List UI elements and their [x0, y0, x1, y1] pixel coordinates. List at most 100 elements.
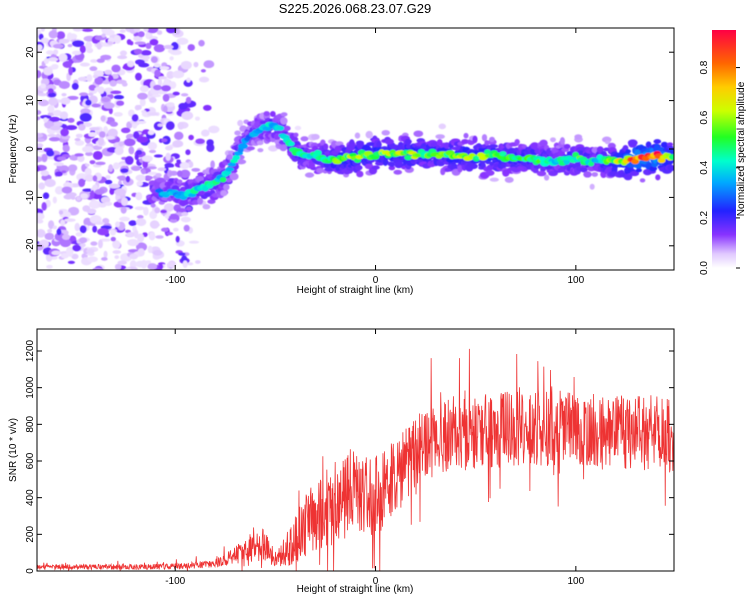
heat-blob	[41, 202, 47, 211]
chart-title: S225.2026.068.23.07.G29	[279, 1, 432, 16]
heat-blob	[133, 131, 140, 140]
heat-blob	[110, 236, 116, 242]
heat-blob	[90, 190, 95, 199]
heat-blob	[45, 84, 57, 91]
heat-blob	[354, 132, 361, 139]
heat-blob	[660, 141, 669, 148]
heat-blob	[127, 239, 139, 247]
heat-blob	[148, 232, 156, 241]
heat-blob	[181, 211, 189, 217]
heat-blob	[100, 54, 112, 61]
heat-blob	[269, 111, 276, 117]
heat-blob	[147, 142, 158, 150]
heat-blob	[175, 235, 180, 243]
heat-blob	[280, 117, 288, 125]
heat-blob	[187, 44, 195, 51]
heat-blob	[58, 53, 68, 63]
heat-blob	[195, 260, 201, 264]
heat-blob	[172, 140, 184, 148]
heat-blob	[78, 178, 86, 188]
heat-blob	[111, 64, 121, 73]
heat-blob	[294, 125, 302, 131]
heat-blob	[384, 138, 394, 145]
colorbar-tick-label: 0.4	[699, 160, 710, 174]
heat-blob	[166, 262, 176, 269]
heat-blob	[136, 180, 144, 187]
heat-blob	[114, 221, 120, 228]
heat-blob	[100, 196, 111, 204]
heat-blob	[225, 177, 233, 183]
heat-blob	[625, 149, 631, 154]
heat-blob	[96, 42, 102, 50]
heat-blob	[666, 142, 674, 147]
heat-blob	[37, 243, 44, 251]
heat-blob	[47, 88, 54, 94]
heat-blob	[172, 91, 180, 96]
heat-blob	[134, 206, 145, 211]
heat-blob	[52, 225, 57, 230]
heat-peak	[219, 176, 227, 183]
heat-blob	[98, 239, 103, 249]
heat-blob	[223, 183, 230, 191]
heat-blob	[182, 198, 190, 206]
heat-blob	[124, 267, 132, 270]
heat-blob	[54, 232, 65, 242]
heat-blob	[141, 109, 147, 114]
heat-blob	[504, 176, 514, 183]
heat-blob	[183, 224, 190, 232]
y-tick-label: -10	[25, 190, 36, 205]
heat-blob	[137, 248, 145, 257]
heat-blob	[78, 124, 86, 131]
heat-blob	[121, 197, 129, 206]
heat-blob	[147, 245, 153, 254]
heat-blob	[85, 163, 90, 167]
heat-blob	[47, 105, 55, 113]
heat-blob	[179, 162, 190, 170]
snr-y-label: SNR (10 * v/v)	[8, 418, 19, 482]
heat-blob	[151, 94, 162, 98]
heat-blob	[37, 132, 44, 138]
heat-blob	[40, 83, 47, 89]
heat-blob	[376, 141, 382, 149]
y-tick-label: 800	[25, 416, 36, 433]
heat-blob	[157, 123, 164, 127]
heat-blob	[103, 250, 108, 258]
heat-blob	[89, 160, 96, 165]
heat-blob	[382, 158, 389, 166]
heat-blob	[91, 103, 101, 108]
heat-blob	[67, 260, 75, 264]
heat-blob	[37, 110, 42, 115]
heat-blob	[159, 263, 164, 270]
heat-blob	[147, 263, 158, 270]
heat-blob	[136, 215, 144, 219]
heat-blob	[52, 121, 63, 127]
heat-blob	[72, 244, 82, 252]
heat-blob	[82, 28, 94, 32]
heat-blob	[137, 31, 145, 38]
heat-blob	[61, 170, 67, 174]
heat-peak	[237, 143, 248, 150]
heat-blob	[116, 100, 125, 106]
heat-blob	[79, 62, 90, 67]
heat-blob	[38, 182, 46, 190]
heat-blob	[177, 121, 185, 130]
heat-blob	[293, 132, 299, 138]
heat-blob	[147, 112, 159, 116]
heat-blob	[152, 249, 163, 256]
heat-blob	[203, 60, 215, 69]
heat-blob	[393, 169, 403, 175]
heat-blob	[71, 253, 79, 260]
heat-blob	[229, 172, 239, 181]
heat-blob	[47, 228, 53, 233]
heat-blob	[37, 138, 45, 143]
heat-blob	[128, 146, 135, 155]
heat-blob	[98, 202, 107, 208]
heat-blob	[46, 149, 55, 157]
heat-blob	[74, 222, 80, 232]
heat-blob	[59, 238, 72, 248]
heat-blob	[42, 192, 50, 200]
heat-blob	[39, 114, 52, 119]
heat-blob	[71, 50, 82, 56]
heat-peak	[484, 149, 491, 155]
heat-blob	[153, 63, 161, 68]
